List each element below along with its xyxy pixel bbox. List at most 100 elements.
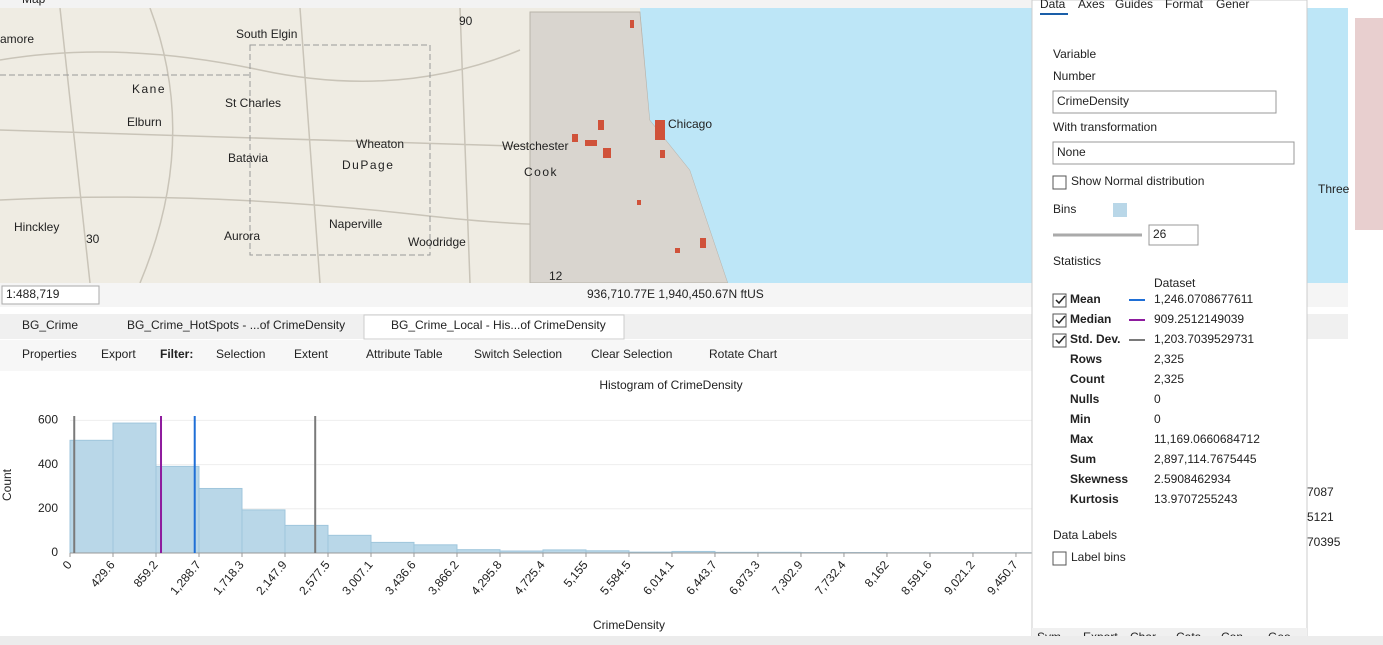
- ribbon-button[interactable]: Attribute Table: [366, 347, 443, 361]
- check-mark: [1055, 315, 1066, 325]
- map-view: [1307, 8, 1348, 283]
- pane-tab[interactable]: Gener: [1216, 0, 1249, 11]
- map-label: DuPage: [342, 158, 394, 172]
- map-label: Woodridge: [408, 235, 466, 249]
- map-label: Hinckley: [14, 220, 59, 234]
- map-label: Three: [1318, 182, 1350, 196]
- histogram-bar: [241, 509, 286, 554]
- map-tab-bar: [0, 0, 1032, 8]
- pane-tab[interactable]: Guides: [1115, 0, 1153, 11]
- statistic-name: Skewness: [1070, 472, 1128, 486]
- histogram-bar: [284, 524, 329, 554]
- statistic-value: 2.5908462934: [1154, 472, 1231, 486]
- statistic-name: Count: [1070, 372, 1105, 386]
- map-label: Batavia: [228, 151, 268, 165]
- map-tab[interactable]: Map: [22, 0, 46, 6]
- ribbon-button[interactable]: Clear Selection: [591, 347, 672, 361]
- histogram-bar: [370, 541, 415, 554]
- table-cell: 7087: [1307, 485, 1334, 499]
- check-mark: [1055, 335, 1066, 345]
- histogram-bar: [413, 544, 458, 554]
- bottom-bar: [0, 636, 1383, 645]
- checkbox[interactable]: [1052, 333, 1067, 348]
- map-label: 30: [86, 232, 100, 246]
- section-heading: Variable: [1053, 47, 1096, 61]
- statistic-name: Kurtosis: [1070, 492, 1119, 506]
- window-edge: [1355, 18, 1383, 230]
- histogram-bar: [69, 439, 114, 554]
- scale: 1:488,719: [6, 287, 60, 301]
- histogram-bar: [155, 465, 200, 554]
- ribbon-button[interactable]: Selection: [216, 347, 265, 361]
- statistic-name: Median: [1070, 312, 1111, 326]
- map-label: Wheaton: [356, 137, 404, 151]
- map-label: St Charles: [225, 96, 281, 110]
- map-label: Kane: [132, 82, 166, 96]
- table-cell: 70395: [1307, 535, 1341, 549]
- statistic-name: Rows: [1070, 352, 1102, 366]
- y-tick-label: 200: [38, 501, 58, 515]
- checkbox[interactable]: [1052, 551, 1067, 566]
- pane-text: Show Normal distribution: [1071, 174, 1204, 188]
- section-heading: Bins: [1053, 202, 1076, 216]
- ribbon-button[interactable]: Switch Selection: [474, 347, 562, 361]
- section-heading: Statistics: [1053, 254, 1101, 268]
- pane-text: Label bins: [1071, 550, 1126, 564]
- map-label: Naperville: [329, 217, 383, 231]
- map-label: Chicago: [668, 117, 712, 131]
- bin-spinner[interactable]: [1148, 224, 1199, 246]
- scale-box[interactable]: [1, 285, 100, 305]
- map-label: Aurora: [224, 229, 260, 243]
- view-tab[interactable]: BG_Crime: [22, 318, 78, 332]
- check-mark: [1055, 295, 1066, 305]
- ribbon-button[interactable]: Rotate Chart: [709, 347, 778, 361]
- histogram-bar: [327, 534, 372, 554]
- statistic-value: 1,246.0708677611: [1154, 292, 1254, 306]
- view-tab[interactable]: BG_Crime_Local - His...of CrimeDensity: [391, 318, 606, 332]
- statistic-name: Mean: [1070, 292, 1101, 306]
- histogram-bar: [112, 422, 157, 554]
- ribbon-button[interactable]: Extent: [294, 347, 329, 361]
- statistic-name: Std. Dev.: [1070, 332, 1120, 346]
- field-dropdown[interactable]: [1052, 90, 1277, 114]
- statistic-name: Max: [1070, 432, 1094, 446]
- view-tab[interactable]: BG_Crime_HotSpots - ...of CrimeDensity: [127, 318, 345, 332]
- pane-tab[interactable]: Axes: [1078, 0, 1105, 11]
- statistic-name: Nulls: [1070, 392, 1100, 406]
- map-label: Elburn: [127, 115, 162, 129]
- ribbon-button[interactable]: Export: [101, 347, 136, 361]
- pane-text: None: [1057, 145, 1086, 159]
- map-label: amore: [0, 32, 34, 46]
- statistic-value: 0: [1154, 392, 1161, 406]
- coordinates: 936,710.77E 1,940,450.67N ftUS: [587, 287, 764, 301]
- statistic-value: 0: [1154, 412, 1161, 426]
- map-label: Cook: [524, 165, 558, 179]
- statistic-value: 1,203.7039529731: [1154, 332, 1254, 346]
- y-tick-label: 600: [38, 413, 58, 427]
- map-label: Westchester: [502, 139, 568, 153]
- pane-text: With transformation: [1053, 120, 1157, 134]
- checkbox[interactable]: [1052, 293, 1067, 308]
- pane-text: Number: [1053, 69, 1096, 83]
- transformation-dropdown[interactable]: [1052, 141, 1295, 165]
- chart-title: Histogram of CrimeDensity: [599, 378, 742, 392]
- statistic-name: Min: [1070, 412, 1091, 426]
- map-label: South Elgin: [236, 27, 297, 41]
- ribbon-button[interactable]: Properties: [22, 347, 77, 361]
- statistic-value: 11,169.0660684712: [1154, 432, 1260, 446]
- pane-tab[interactable]: Format: [1165, 0, 1204, 11]
- pane-text: 26: [1153, 227, 1167, 241]
- pane-tab[interactable]: Data: [1040, 0, 1066, 11]
- statistic-value: 2,325: [1154, 352, 1184, 366]
- map-label: 90: [459, 14, 473, 28]
- pane-text: CrimeDensity: [1057, 94, 1129, 108]
- statistic-value: 2,897,114.7675445: [1154, 452, 1257, 466]
- pane-text: Dataset: [1154, 276, 1196, 290]
- checkbox[interactable]: [1052, 313, 1067, 328]
- statistic-value: 909.2512149039: [1154, 312, 1244, 326]
- ribbon-button: Filter:: [160, 347, 193, 361]
- checkbox[interactable]: [1052, 175, 1067, 190]
- map-view[interactable]: amore South Elgin Kane St Charles Elburn Whea…: [0, 8, 1032, 283]
